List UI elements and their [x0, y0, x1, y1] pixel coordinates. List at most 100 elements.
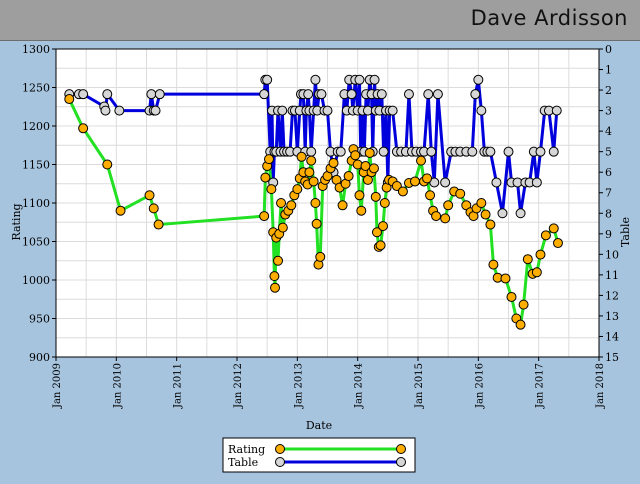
table-point — [378, 146, 389, 157]
y2-tick-label: 2 — [605, 84, 612, 97]
rating-point — [296, 151, 307, 162]
x-axis-ticks: Jan 2009 Jan 2010 Jan 2011 Jan 2012 Jan 2013… — [52, 357, 606, 409]
y-tick-label: 1200 — [22, 120, 50, 133]
rating-point — [500, 273, 511, 284]
rating-point — [115, 205, 126, 216]
rating-point — [506, 291, 517, 302]
table-point — [485, 146, 496, 157]
plot-frame — [55, 48, 600, 358]
table-point — [491, 177, 502, 188]
x-tick-label: Jan 2012 — [233, 363, 244, 409]
table-point — [376, 89, 387, 100]
rating-point — [425, 190, 436, 201]
rating-point — [535, 249, 546, 260]
y-tick-label: 1150 — [22, 159, 50, 172]
rating-point — [518, 299, 529, 310]
table-point — [467, 146, 478, 157]
legend-marker-rating-start — [275, 444, 285, 454]
table-point — [403, 89, 414, 100]
table-point — [426, 146, 437, 157]
x-tick-label: Jan 2018 — [595, 363, 606, 409]
table-point — [316, 89, 327, 100]
rating-point — [350, 150, 361, 161]
rating-point — [455, 188, 466, 199]
rating-point — [311, 218, 322, 229]
table-point — [354, 74, 365, 85]
table-point — [346, 89, 357, 100]
x-tick-label: Jan 2013 — [293, 363, 304, 409]
table-point — [387, 105, 398, 116]
rating-point — [343, 171, 354, 182]
rating-point — [476, 198, 487, 208]
rating-point — [364, 147, 375, 158]
rating-point — [397, 186, 408, 197]
rating-point — [148, 203, 159, 214]
x-tick-label: Jan 2014 — [354, 363, 365, 409]
y2-tick-label: 9 — [605, 228, 612, 241]
rating-point — [308, 176, 319, 187]
rating-point — [379, 198, 390, 208]
table-point — [551, 105, 562, 116]
y-axis-ticks: 900 950 1000 1050 1100 1150 1200 1250 1300 — [22, 43, 56, 364]
table-point — [150, 105, 161, 116]
table-point — [440, 177, 451, 188]
y-axis-label: Rating — [10, 203, 23, 240]
y2-axis-label: Table — [619, 217, 632, 247]
x-tick-label: Jan 2016 — [474, 363, 485, 409]
rating-point — [480, 209, 491, 220]
x-tick-label: Jan 2017 — [535, 363, 546, 409]
y2-tick-label: 13 — [605, 310, 619, 323]
rating-point — [416, 155, 427, 166]
rating-point — [552, 238, 563, 249]
rating-point — [378, 221, 389, 232]
rating-point — [337, 200, 348, 211]
table-point — [423, 89, 434, 100]
legend-label-table: Table — [228, 456, 258, 469]
header-bar: Dave Ardisson — [0, 0, 640, 41]
table-point — [470, 89, 481, 100]
rating-point — [375, 240, 386, 251]
rating-point — [370, 191, 381, 202]
y2-tick-label: 11 — [605, 269, 619, 282]
table-point — [146, 89, 157, 100]
table-point — [303, 89, 314, 100]
player-name: Dave Ardisson — [470, 6, 628, 30]
rating-point — [488, 259, 499, 270]
rating-point — [276, 198, 287, 208]
table-point — [515, 208, 526, 219]
y2-tick-label: 5 — [605, 146, 612, 159]
y-tick-label: 1000 — [22, 274, 50, 287]
y2-tick-label: 8 — [605, 207, 612, 220]
rating-point — [409, 176, 420, 187]
table-point — [531, 177, 542, 188]
rating-point — [263, 154, 274, 165]
table-point — [102, 89, 113, 100]
rating-point — [260, 172, 271, 183]
rating-point — [548, 223, 559, 234]
table-point — [277, 105, 288, 116]
y2-tick-label: 7 — [605, 187, 612, 200]
y2-tick-label: 3 — [605, 105, 612, 118]
table-point — [369, 74, 380, 85]
x-tick-label: Jan 2010 — [112, 363, 123, 409]
table-point — [78, 89, 89, 100]
rating-point — [431, 211, 442, 222]
y2-tick-label: 4 — [605, 125, 612, 138]
table-point — [503, 146, 514, 157]
rating-point — [259, 211, 270, 222]
table-point — [100, 105, 111, 116]
legend-marker-table-start — [275, 457, 285, 467]
rating-point — [78, 123, 89, 134]
rating-point — [531, 267, 542, 278]
rating-point — [315, 251, 326, 262]
x-tick-label: Jan 2011 — [173, 363, 184, 409]
table-point — [322, 105, 333, 116]
rating-point — [371, 227, 382, 238]
y2-tick-label: 12 — [605, 289, 619, 302]
y2-tick-label: 15 — [605, 351, 619, 364]
rating-point — [277, 222, 288, 233]
y-tick-label: 950 — [29, 313, 50, 326]
table-point — [476, 105, 487, 116]
